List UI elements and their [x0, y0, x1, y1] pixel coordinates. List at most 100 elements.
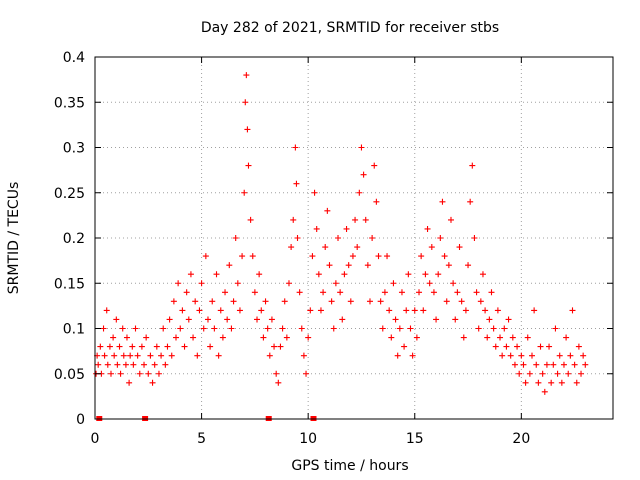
- data-point: [279, 325, 286, 332]
- data-point: [358, 144, 365, 151]
- data-point: [433, 316, 440, 323]
- data-point: [147, 352, 154, 359]
- data-point: [522, 379, 529, 386]
- data-point: [488, 289, 495, 296]
- data-point: [560, 361, 567, 368]
- data-point: [416, 289, 423, 296]
- data-point: [456, 244, 463, 251]
- data-point: [183, 289, 190, 296]
- data-point: [219, 334, 226, 341]
- data-point: [143, 334, 150, 341]
- data-point: [130, 361, 137, 368]
- data-point: [242, 99, 249, 106]
- data-point: [116, 343, 123, 350]
- data-point: [155, 370, 162, 377]
- data-point: [420, 307, 427, 314]
- data-point: [196, 307, 203, 314]
- data-point: [441, 253, 448, 260]
- data-point: [202, 253, 209, 260]
- y-tick-label: 0.1: [63, 322, 85, 338]
- data-point: [503, 343, 510, 350]
- x-tick-label: 20: [512, 431, 530, 447]
- data-point: [326, 262, 333, 269]
- data-point: [375, 253, 382, 260]
- data-point: [162, 361, 169, 368]
- data-point: [452, 316, 459, 323]
- data-point: [428, 244, 435, 251]
- data-point: [422, 271, 429, 278]
- data-point: [437, 235, 444, 241]
- data-point: [349, 253, 356, 260]
- data-point: [379, 325, 386, 332]
- data-point: [447, 216, 454, 223]
- data-point: [377, 298, 384, 305]
- data-point: [151, 361, 158, 368]
- data-point: [407, 325, 414, 332]
- data-point: [300, 352, 307, 359]
- data-point: [275, 379, 282, 386]
- data-point: [119, 325, 126, 332]
- data-point: [173, 334, 180, 341]
- data-point: [439, 198, 446, 205]
- data-point: [249, 253, 256, 260]
- data-point: [558, 379, 565, 386]
- data-point: [543, 361, 550, 368]
- data-point: [339, 316, 346, 323]
- data-point: [145, 370, 152, 377]
- y-tick-label: 0.4: [63, 50, 85, 66]
- data-point: [104, 361, 111, 368]
- data-point: [418, 253, 425, 260]
- data-point: [236, 307, 243, 314]
- data-point: [580, 352, 587, 359]
- data-point: [548, 379, 555, 386]
- data-point: [281, 298, 288, 305]
- chart-title: Day 282 of 2021, SRMTID for receiver stb…: [201, 20, 499, 36]
- x-tick-label: 5: [197, 431, 206, 447]
- data-point: [166, 316, 173, 323]
- data-point: [520, 361, 527, 368]
- data-point: [277, 343, 284, 350]
- data-point: [413, 334, 420, 341]
- data-point: [467, 198, 474, 205]
- data-point: [213, 271, 220, 278]
- data-point: [209, 298, 216, 305]
- data-point: [114, 361, 121, 368]
- data-point: [132, 325, 139, 332]
- data-point: [262, 298, 269, 305]
- data-point: [533, 361, 540, 368]
- y-tick-label: 0.05: [54, 367, 85, 383]
- data-point: [511, 361, 518, 368]
- data-point: [290, 216, 297, 223]
- data-point: [273, 370, 280, 377]
- data-point: [509, 334, 516, 341]
- data-point: [505, 316, 512, 323]
- data-point: [482, 307, 489, 314]
- data-point: [539, 370, 546, 377]
- data-point: [185, 316, 192, 323]
- data-point: [490, 325, 497, 332]
- data-point: [454, 289, 461, 296]
- data-point: [271, 343, 278, 350]
- data-point: [328, 298, 335, 305]
- data-point: [563, 334, 570, 341]
- data-point: [352, 216, 359, 223]
- data-point: [179, 307, 186, 314]
- data-point: [477, 298, 484, 305]
- data-point: [123, 334, 130, 341]
- data-point: [110, 334, 117, 341]
- data-point: [175, 280, 182, 287]
- data-point: [324, 207, 331, 214]
- data-point: [518, 352, 525, 359]
- data-point: [401, 343, 408, 350]
- data-point: [335, 235, 342, 241]
- data-points: [93, 72, 589, 395]
- data-point: [228, 325, 235, 332]
- data-point: [122, 361, 129, 368]
- data-point: [244, 126, 251, 133]
- data-point: [398, 289, 405, 296]
- data-point: [190, 334, 197, 341]
- data-point: [170, 298, 177, 305]
- data-point: [97, 343, 104, 350]
- data-point: [288, 244, 295, 251]
- data-point: [575, 343, 582, 350]
